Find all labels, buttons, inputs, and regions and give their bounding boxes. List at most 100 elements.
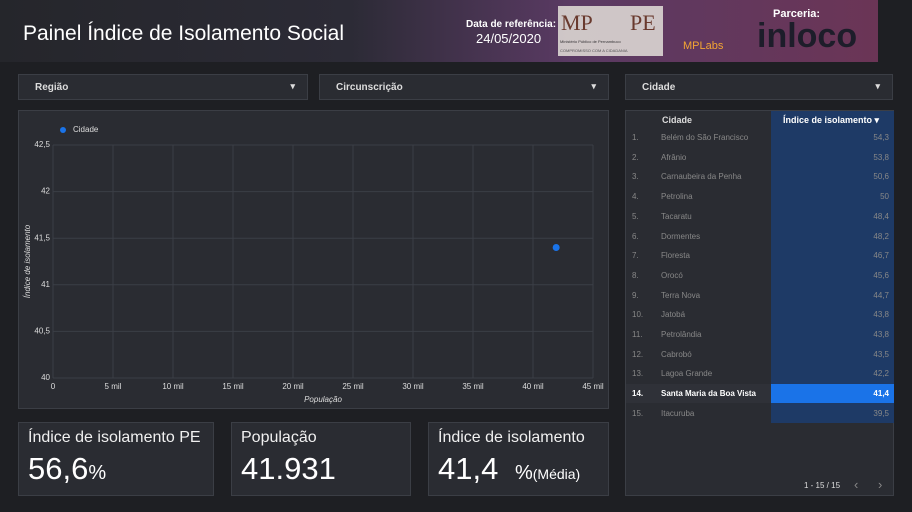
col-header-city: Cidade [662, 115, 693, 125]
filter-circunscricao[interactable]: Circunscrição [319, 74, 609, 100]
cell-rank: 2. [632, 152, 639, 162]
cell-rank: 11. [632, 330, 643, 339]
table-row[interactable]: 1. Belém do São Francisco 54,3 [626, 128, 894, 147]
next-page[interactable]: › [878, 477, 883, 492]
y-tick-label: 42,5 [34, 140, 50, 149]
table-row[interactable]: 11. Petrolândia 43,8 [626, 325, 894, 344]
cell-value: 46,7 [873, 251, 889, 261]
table-panel: Cidade Índice de isolamento ▾ 1 - 15 / 1… [625, 110, 894, 496]
table-row[interactable]: 7. Floresta 46,7 [626, 246, 894, 265]
cell-rank: 6. [632, 231, 639, 241]
cell-city: Terra Nova [661, 290, 701, 300]
logo-motto: COMPROMISSO COM A CIDADANIA [560, 48, 628, 53]
cell-city: Dormentes [661, 231, 701, 241]
cell-rank: 1. [632, 133, 639, 142]
cell-value: 41,4 [771, 384, 894, 404]
cell-rank: 13. [632, 369, 644, 379]
cell-value: 43,8 [873, 330, 889, 339]
cell-city: Santa Maria da Boa Vista [661, 389, 756, 399]
table-row[interactable]: 6. Dormentes 48,2 [626, 227, 894, 246]
y-tick-label: 41,5 [34, 233, 50, 242]
unit: % [514, 462, 533, 484]
legend-marker [60, 127, 66, 133]
scorecard-value: 56,6% [28, 451, 106, 487]
x-tick-label: 10 mil [162, 382, 184, 391]
table-row[interactable]: 3. Carnaubeira da Penha 50,6 [626, 167, 894, 186]
y-axis-label: Índice de isolamento [23, 224, 32, 298]
scorecard: Índice de isolamento 41,4 %(Média) [428, 422, 609, 496]
cell-rank: 10. [632, 310, 644, 320]
scorecard-value: 41.931 [241, 451, 336, 486]
cell-city: Afrânio [661, 152, 687, 162]
scorecard-value: 41,4 %(Média) [438, 451, 580, 487]
cell-rank: 8. [632, 270, 639, 280]
y-tick-label: 42 [41, 187, 50, 196]
value: 56,6 [28, 451, 89, 486]
cell-city: Cabrobó [661, 349, 692, 359]
mplabs: MPLabs [683, 40, 724, 52]
cell-rank: 7. [632, 251, 639, 261]
ref-date: 24/05/2020 [476, 31, 542, 46]
cell-value: 50,6 [873, 172, 889, 182]
cell-value: 45,6 [873, 270, 889, 280]
cell-value: 44,7 [873, 290, 889, 300]
chart: 40 40,5 41 41,5 42 42,5 0 5 mil 10 mil 15 mil 20 m… [23, 125, 604, 404]
scorecard-label: Índice de isolamento [438, 429, 585, 446]
table-row[interactable]: 14. Santa Maria da Boa Vista 41,4 [626, 384, 894, 404]
cell-value: 50 [880, 192, 889, 202]
scorecard: População 41.931 [231, 422, 411, 496]
x-tick-label: 45 mil [582, 382, 604, 391]
cell-rank: 3. [632, 172, 639, 182]
table-row[interactable]: 12. Cabrobó 43,5 [626, 345, 894, 364]
cell-rank: 4. [632, 192, 639, 202]
logo-mp: MP PE Ministério Público de Pernambuco C… [558, 6, 663, 56]
x-tick-label: 30 mil [402, 382, 424, 391]
cell-city: Petrolândia [661, 330, 702, 339]
logo-sub: Ministério Público de Pernambuco [560, 39, 621, 44]
x-axis-label: População [304, 395, 342, 404]
x-tick-label: 0 [51, 382, 56, 391]
filter-cidade[interactable]: Cidade [625, 74, 893, 100]
chart-panel: 40 40,5 41 41,5 42 42,5 0 5 mil 10 mil 15 mil 20 m… [18, 110, 609, 409]
table-row[interactable]: 8. Orocó 45,6 [626, 266, 894, 285]
cell-rank: 12. [632, 349, 644, 359]
table-row[interactable]: 13. Lagoa Grande 42,2 [626, 364, 894, 383]
ref-label: Data de referência: [466, 19, 557, 30]
cell-value: 54,3 [873, 133, 889, 142]
table-row[interactable]: 9. Terra Nova 44,7 [626, 286, 894, 305]
table-row[interactable]: 4. Petrolina 50 [626, 187, 894, 206]
table-row[interactable]: 5. Tacaratu 48,4 [626, 207, 894, 226]
cell-city: Orocó [661, 270, 683, 280]
table-row[interactable]: 15. Itacuruba 39,5 [626, 404, 894, 423]
header: Painel Índice de Isolamento Social Data … [0, 0, 878, 62]
cell-value: 48,2 [873, 231, 889, 241]
value-col-bg [771, 111, 894, 423]
cell-value: 53,8 [873, 152, 889, 162]
value: 41,4 [438, 451, 499, 486]
x-tick-label: 15 mil [222, 382, 244, 391]
scatter-point [552, 244, 560, 252]
cell-city: Floresta [661, 251, 690, 261]
scorecard-label: Índice de isolamento PE [28, 429, 201, 446]
table-row[interactable]: 10. Jatobá 43,8 [626, 305, 894, 324]
unit: % [88, 462, 107, 484]
legend-label: Cidade [73, 125, 99, 134]
cell-city: Carnaubeira da Penha [661, 172, 742, 182]
cell-value: 42,2 [873, 369, 889, 379]
suffix: (Média) [532, 466, 581, 482]
logo-pe-text: PE [630, 10, 656, 35]
partner-label: Parceria: [773, 8, 821, 20]
col-header-value: Índice de isolamento ▾ [783, 115, 880, 125]
cell-rank: 14. [632, 389, 644, 399]
cell-city: Belém do São Francisco [661, 133, 749, 142]
cell-value: 43,8 [873, 310, 889, 320]
cell-value: 48,4 [873, 211, 889, 221]
x-tick-label: 40 mil [522, 382, 544, 391]
col-header-value-text: Índice de isolamento [783, 115, 873, 125]
table-row[interactable]: 2. Afrânio 53,8 [626, 148, 894, 167]
scorecard-label: População [241, 429, 317, 446]
cell-city: Jatobá [661, 310, 686, 320]
cell-rank: 5. [632, 211, 639, 221]
filter-regiao[interactable]: Região [18, 74, 308, 100]
prev-page[interactable]: ‹ [854, 477, 859, 492]
